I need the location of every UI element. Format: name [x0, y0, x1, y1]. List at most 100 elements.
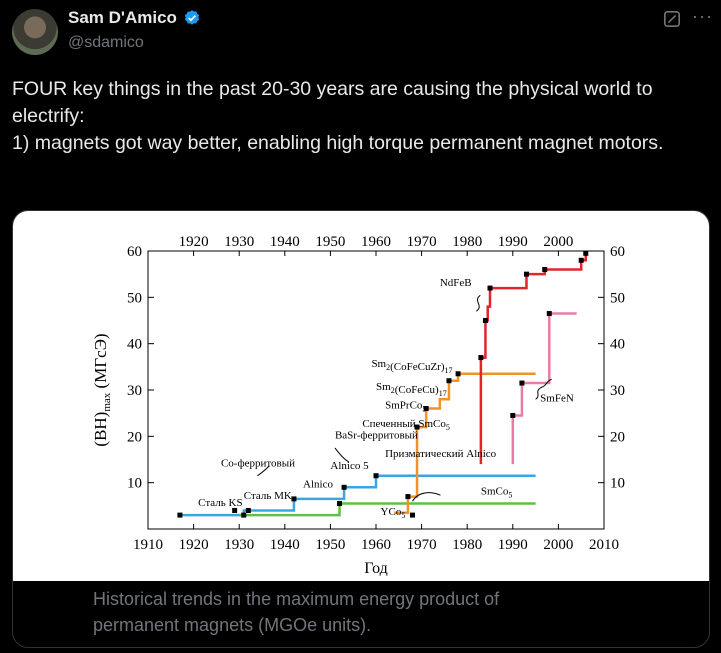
annotation-part: Sm [376, 381, 391, 393]
caption-line: permanent magnets (MGOe units). [93, 615, 372, 635]
y-tick-label: 30 [127, 383, 142, 399]
y-right-tick-label: 10 [610, 476, 625, 492]
x-tick-label: 2000 [543, 537, 573, 553]
annotation-smfen: SmFeN [540, 393, 574, 405]
x-tick-label: 1950 [315, 537, 345, 553]
annotation-part: SmCo [481, 485, 509, 497]
avatar[interactable] [12, 9, 58, 55]
data-marker [405, 494, 411, 500]
data-marker [409, 512, 415, 518]
data-marker [487, 285, 493, 291]
annotation-sintered-smco5: Спеченный SmCo5 [362, 418, 450, 432]
caption-line: Historical trends in the maximum energy … [93, 589, 500, 609]
data-marker [337, 501, 343, 507]
x-tick-label: 2010 [589, 537, 619, 553]
x-top-tick-label: 1940 [270, 234, 300, 250]
x-tick-label: 1970 [407, 537, 437, 553]
y-tick-label: 20 [127, 429, 142, 445]
annotation-part: Co-ферритовый [221, 457, 295, 469]
annotation-smprco5: SmPrCo5 [385, 400, 426, 414]
annotation-part: (CoFeCu) [395, 384, 439, 396]
data-marker [578, 257, 584, 263]
annotation-part: NdFeB [440, 277, 472, 289]
x-tick-label: 1940 [270, 537, 300, 553]
y-right-tick-label: 40 [610, 337, 625, 353]
x-tick-label: 1980 [452, 537, 482, 553]
data-marker [241, 512, 247, 518]
annotation-steel-mk: Сталь MK [244, 490, 292, 502]
image-caption: Historical trends in the maximum energy … [93, 586, 693, 638]
y-axis-label: (BH)max (МГсЭ) [91, 333, 113, 446]
annotation-part: Сталь MK [244, 490, 292, 502]
data-marker [542, 267, 548, 273]
author-name[interactable]: Sam D'Amico [68, 8, 177, 27]
co-ferrite-connector [257, 465, 270, 477]
y-right-tick-label: 60 [610, 244, 625, 260]
annotation-part: 2 [391, 386, 395, 395]
tweet-line: FOUR key things in the past 20-30 years … [12, 78, 653, 127]
data-marker [510, 412, 516, 418]
annotation-sm2cofecuzr: Sm2(CoFeCuZr)17 [371, 358, 452, 375]
data-marker [519, 380, 525, 386]
annotation-sm2cofecu: Sm2(CoFeCu)17 [376, 381, 447, 398]
series-line-red [479, 253, 588, 465]
data-marker [177, 512, 183, 518]
annotation-part: Alnico 5 [330, 460, 369, 472]
y-tick-label: 40 [127, 337, 142, 353]
x-tick-label: 1960 [361, 537, 391, 553]
media-card[interactable]: 1910 1920 1930 1940 1950 1960 1970 1980 1990 2000… [12, 210, 710, 648]
annotation-ndfeb: NdFeB [440, 277, 472, 289]
annotation-part: (CoFeCuZr) [390, 361, 445, 373]
data-marker [523, 271, 529, 277]
x-tick-label: 1910 [133, 537, 163, 553]
annotation-co-ferrite: Co-ферритовый [221, 457, 295, 469]
annotation-smco5: SmCo5 [481, 485, 513, 499]
data-marker [291, 496, 297, 502]
y-right-tick-label: 20 [610, 429, 625, 445]
data-marker [341, 484, 347, 490]
annotation-part: 5 [422, 405, 426, 414]
y-right-tick-label: 30 [610, 383, 625, 399]
annotation-part: 2 [386, 363, 390, 372]
x-top-tick-label: 1930 [224, 234, 254, 250]
data-marker [455, 371, 461, 377]
data-marker [232, 507, 238, 513]
x-tick-label: 1920 [179, 537, 209, 553]
author-handle[interactable]: @sdamico [68, 34, 144, 51]
x-top-tick-label: 1990 [498, 234, 528, 250]
x-top-tick-label: 1920 [179, 234, 209, 250]
annotation-alnico: Alnico [303, 478, 333, 490]
annotation-part: 5 [401, 511, 405, 520]
annotation-part: Спеченный SmCo [362, 418, 446, 430]
y-tick-label: 10 [127, 476, 142, 492]
annotation-part: 5 [446, 423, 450, 432]
annotation-part: YCo [381, 506, 402, 518]
basr-connector [334, 447, 350, 463]
more-options-icon[interactable]: ··· [692, 6, 713, 26]
annotation-part: Призматический Alnico [385, 448, 497, 460]
data-marker [414, 424, 420, 430]
x-top-tick-label: 1960 [361, 234, 391, 250]
data-marker [478, 355, 484, 361]
annotation-prizm-alnico: Призматический Alnico [385, 448, 497, 460]
x-tick-label: 1990 [498, 537, 528, 553]
y-tick-label: 60 [127, 244, 142, 260]
x-top-tick-label: 1980 [452, 234, 482, 250]
tweet-line: 1) magnets got way better, enabling high… [12, 132, 664, 154]
annotation-part: 17 [445, 366, 453, 375]
grok-icon[interactable] [663, 10, 681, 28]
data-marker [423, 406, 429, 412]
chart-image[interactable]: 1910 1920 1930 1940 1950 1960 1970 1980 1990 2000… [13, 211, 709, 581]
x-axis-label: Год [364, 560, 388, 577]
annotation-part: 17 [439, 389, 447, 398]
verified-badge-icon [184, 10, 200, 25]
annotation-part: SmFeN [540, 393, 574, 405]
series-line-green [239, 502, 536, 517]
author-row: Sam D'Amico [68, 8, 201, 28]
chart-svg: 1910 1920 1930 1940 1950 1960 1970 1980 1990 2000… [91, 234, 625, 577]
annotation-alnico5: Alnico 5 [330, 460, 369, 472]
smco5-connector [412, 492, 441, 502]
data-marker [446, 378, 452, 384]
x-top-tick-label: 2000 [543, 234, 573, 250]
annotation-part: Alnico [303, 478, 333, 490]
